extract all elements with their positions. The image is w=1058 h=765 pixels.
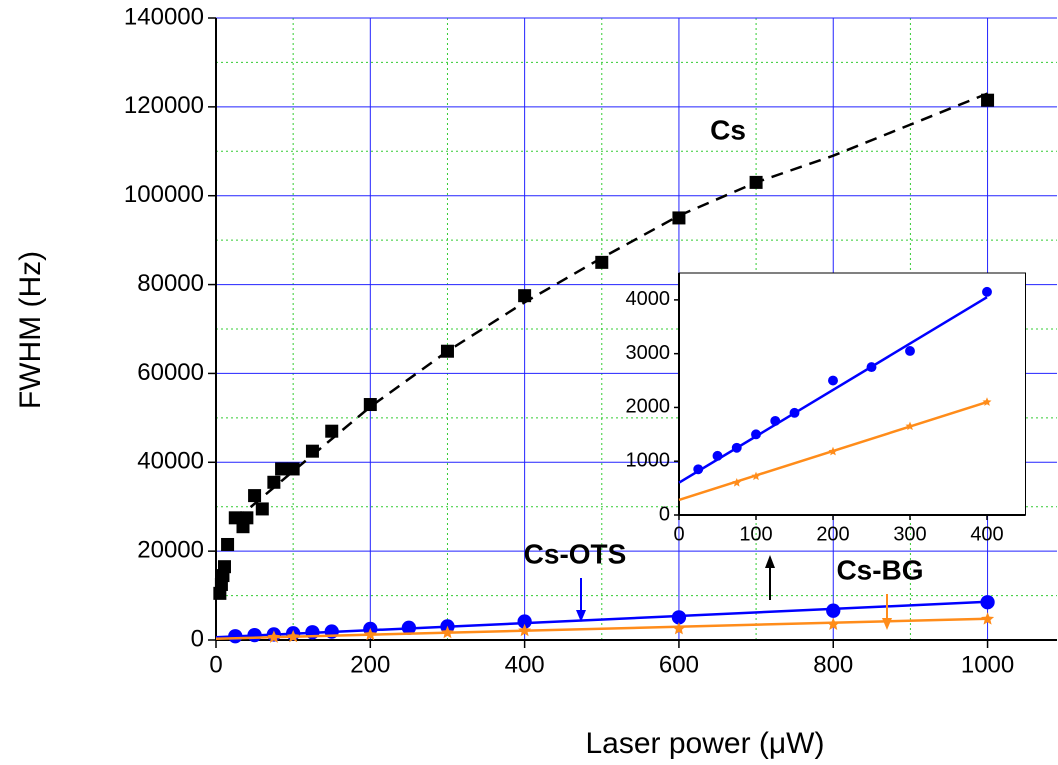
y-tick-label: 100000 bbox=[124, 181, 204, 208]
point bbox=[672, 622, 686, 635]
point bbox=[221, 537, 235, 551]
point bbox=[981, 93, 995, 107]
series-label: Cs bbox=[710, 114, 746, 145]
y-tick-label: 1000 bbox=[626, 450, 671, 472]
y-tick-label: 0 bbox=[659, 503, 670, 525]
point bbox=[217, 560, 231, 574]
x-tick-label: 300 bbox=[893, 523, 926, 545]
point bbox=[363, 398, 377, 412]
point bbox=[981, 612, 995, 625]
point bbox=[275, 462, 289, 476]
point bbox=[671, 610, 687, 625]
point bbox=[255, 502, 269, 516]
fit-line bbox=[215, 617, 988, 640]
x-tick-label: 1000 bbox=[961, 651, 1014, 678]
fit-line bbox=[234, 92, 989, 521]
x-tick-label: 400 bbox=[505, 651, 545, 678]
point bbox=[982, 286, 992, 297]
arrows bbox=[576, 555, 892, 630]
x-tick-label: 400 bbox=[970, 523, 1003, 545]
y-axis-title: FWHM (Hz) bbox=[14, 251, 47, 409]
arrow-head bbox=[576, 610, 586, 622]
fit-line bbox=[215, 600, 988, 639]
y-tick-label: 140000 bbox=[124, 3, 204, 30]
x-tick-label: 800 bbox=[813, 651, 853, 678]
point bbox=[325, 424, 339, 438]
fit-line bbox=[678, 400, 988, 502]
y-tick-label: 20000 bbox=[137, 536, 204, 563]
x-tick-label: 600 bbox=[659, 651, 699, 678]
x-tick-label: 0 bbox=[673, 523, 684, 545]
fit-line bbox=[678, 296, 988, 484]
y-tick-label: 2000 bbox=[626, 396, 671, 418]
point bbox=[517, 614, 532, 629]
arrow-head bbox=[765, 555, 775, 568]
point bbox=[248, 489, 262, 503]
y-tick-label: 3000 bbox=[626, 342, 671, 364]
x-tick-label: 100 bbox=[739, 523, 772, 545]
x-tick-label: 0 bbox=[209, 651, 222, 678]
point bbox=[905, 346, 915, 356]
inset-frame bbox=[678, 272, 1026, 516]
x-tick-label: 200 bbox=[816, 523, 849, 545]
x-axis-title: Laser power (μW) bbox=[585, 727, 824, 760]
y-tick-label: 120000 bbox=[124, 92, 204, 119]
point bbox=[518, 289, 532, 303]
point bbox=[305, 444, 319, 458]
x-tick-label: 200 bbox=[350, 651, 390, 678]
point bbox=[267, 475, 281, 489]
y-tick-label: 60000 bbox=[137, 359, 204, 386]
main-plot: 0 200 400 600 800 100002000040000600008000010… bbox=[124, 3, 1057, 678]
y-tick-label: 4000 bbox=[626, 288, 671, 310]
y-tick-label: 80000 bbox=[137, 270, 204, 297]
y-tick-label: 0 bbox=[191, 625, 204, 652]
arrow-head bbox=[882, 618, 892, 630]
point bbox=[828, 375, 838, 386]
y-tick-label: 40000 bbox=[137, 448, 204, 475]
series-label: Cs-OTS bbox=[524, 538, 627, 569]
point bbox=[826, 603, 841, 618]
series-label: Cs-BG bbox=[836, 554, 923, 585]
point bbox=[286, 462, 300, 476]
